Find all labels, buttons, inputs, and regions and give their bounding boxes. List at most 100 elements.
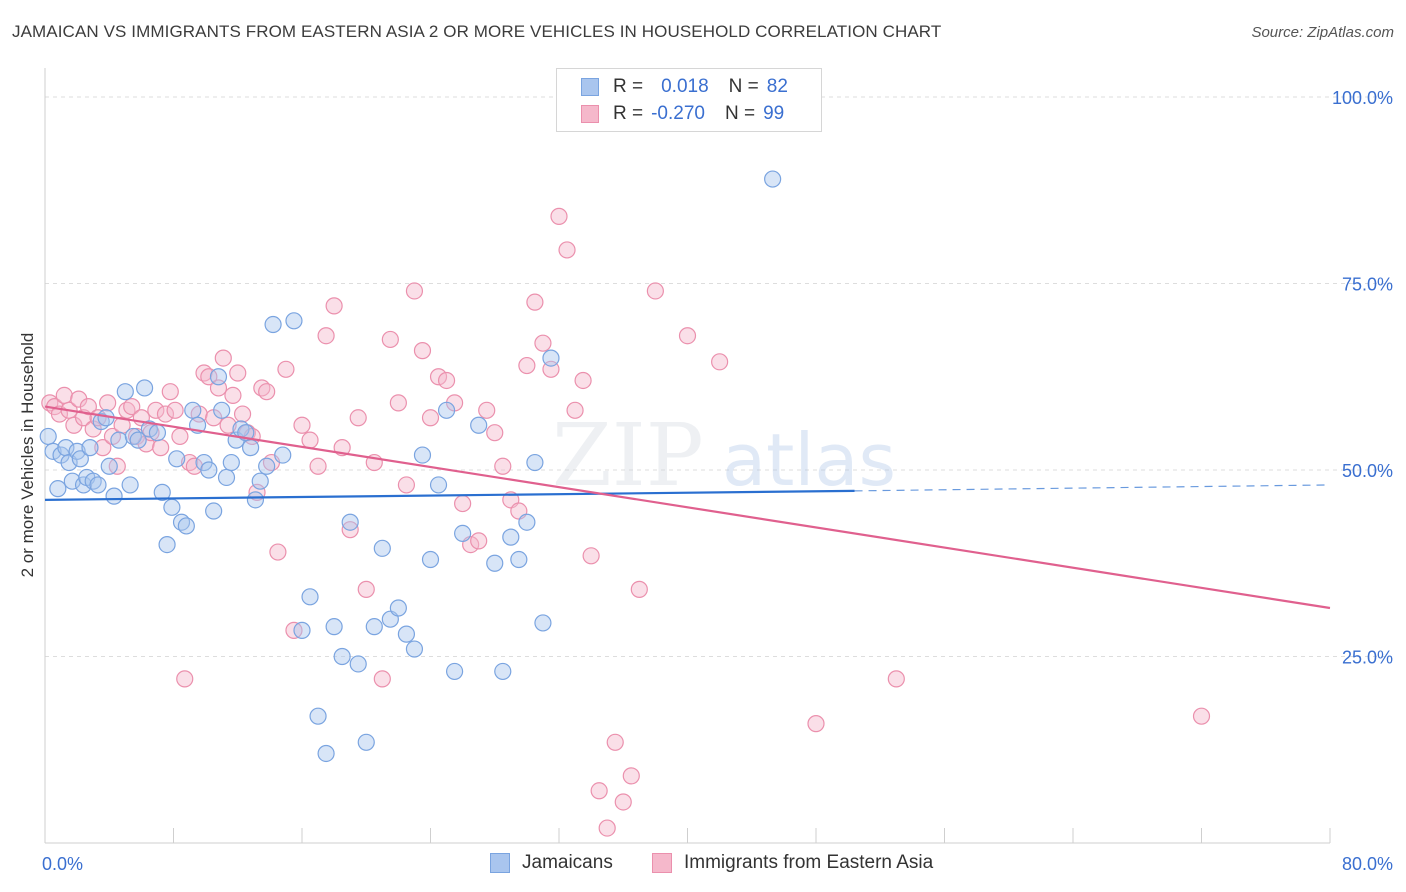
data-point-jamaicans <box>413 446 432 464</box>
data-point-jamaicans <box>258 457 276 475</box>
data-point-jamaicans <box>486 554 504 572</box>
data-point-immigrants <box>325 297 343 315</box>
data-point-jamaicans <box>140 420 159 438</box>
data-point-immigrants <box>566 401 584 419</box>
data-point-immigrants <box>478 401 496 419</box>
data-point-immigrants <box>405 282 424 300</box>
chart-title: JAMAICAN VS IMMIGRANTS FROM EASTERN ASIA… <box>12 22 942 41</box>
data-point-jamaicans <box>389 599 407 617</box>
data-point-jamaicans <box>445 662 464 681</box>
data-point-jamaicans <box>49 480 67 498</box>
data-point-immigrants <box>309 457 327 475</box>
watermark-atlas: atlas <box>722 418 896 502</box>
blue-swatch-icon <box>490 853 510 873</box>
x-tick-label: 0.0% <box>42 854 83 874</box>
data-point-jamaicans <box>158 535 176 554</box>
data-point-immigrants <box>277 360 295 378</box>
data-point-jamaicans <box>421 550 440 569</box>
r-label: R = <box>613 103 644 124</box>
data-point-immigrants <box>317 327 335 345</box>
data-point-jamaicans <box>246 491 265 509</box>
data-point-jamaicans <box>510 550 528 569</box>
y-axis-label: 2 or more Vehicles in Household <box>18 332 37 578</box>
data-point-immigrants <box>486 424 504 442</box>
data-point-immigrants <box>229 364 247 382</box>
data-point-jamaicans <box>44 442 62 460</box>
data-point-jamaicans <box>100 457 118 475</box>
data-point-jamaicans <box>309 707 327 725</box>
legend-item-immigrants: Immigrants from Eastern Asia <box>652 852 933 874</box>
data-point-immigrants <box>55 386 73 404</box>
data-point-immigrants <box>807 715 825 733</box>
legend-label: Jamaicans <box>522 852 613 873</box>
data-point-immigrants <box>166 401 184 419</box>
data-point-jamaicans <box>518 513 536 531</box>
y-tick-label: 25.0% <box>1342 648 1393 668</box>
data-point-jamaicans <box>405 640 424 658</box>
data-point-immigrants <box>233 405 252 423</box>
data-point-jamaicans <box>121 476 139 494</box>
n-value: 99 <box>763 103 785 124</box>
data-point-jamaicans <box>105 487 123 505</box>
stats-box: R = 0.018 N = 82 R = -0.270 N = 99 <box>556 68 822 132</box>
data-point-immigrants <box>494 457 512 475</box>
y-tick-label: 100.0% <box>1332 88 1393 108</box>
stats-row-jamaicans: R = 0.018 N = 82 <box>581 75 788 99</box>
data-point-immigrants <box>421 409 440 427</box>
data-point-jamaicans <box>526 453 544 472</box>
data-point-immigrants <box>161 383 179 401</box>
data-point-jamaicans <box>285 312 303 330</box>
data-point-jamaicans <box>373 539 391 557</box>
data-point-immigrants <box>470 532 488 550</box>
r-label: R = <box>613 76 644 97</box>
data-point-jamaicans <box>135 379 154 397</box>
data-point-immigrants <box>558 241 576 259</box>
data-point-immigrants <box>454 494 472 513</box>
data-point-jamaicans <box>148 424 167 442</box>
data-point-immigrants <box>147 401 165 419</box>
n-value: 82 <box>766 76 788 97</box>
data-point-immigrants <box>630 580 648 598</box>
pink-swatch-icon <box>652 853 672 873</box>
data-point-immigrants <box>887 670 905 688</box>
data-point-jamaicans <box>129 431 147 449</box>
blue-swatch-icon <box>581 78 599 96</box>
data-point-jamaicans <box>251 472 269 490</box>
data-point-immigrants <box>99 394 117 412</box>
data-point-immigrants <box>534 334 552 352</box>
data-point-immigrants <box>357 580 375 598</box>
data-point-jamaicans <box>397 625 416 643</box>
x-tick-label: 80.0% <box>1342 854 1393 874</box>
trend-line-jamaicans <box>44 489 855 501</box>
data-point-jamaicans <box>177 517 195 535</box>
data-point-immigrants <box>224 386 242 404</box>
data-point-jamaicans <box>213 401 231 419</box>
trend-extension-jamaicans <box>854 484 1331 492</box>
data-point-jamaicans <box>502 528 520 546</box>
data-point-immigrants <box>614 793 632 811</box>
data-point-immigrants <box>646 282 664 300</box>
data-point-immigrants <box>79 397 97 416</box>
data-point-jamaicans <box>341 513 359 531</box>
data-point-immigrants <box>123 397 141 416</box>
data-point-immigrants <box>574 371 592 390</box>
y-tick-label: 50.0% <box>1342 461 1393 481</box>
data-point-jamaicans <box>168 450 186 468</box>
data-point-immigrants <box>214 349 232 367</box>
data-point-immigrants <box>678 327 697 345</box>
data-point-immigrants <box>711 353 729 371</box>
data-point-immigrants <box>94 439 112 457</box>
data-point-jamaicans <box>357 733 375 751</box>
data-point-immigrants <box>349 409 367 427</box>
n-label: N = <box>728 76 759 97</box>
data-point-jamaicans <box>264 315 282 334</box>
data-point-jamaicans <box>222 453 240 472</box>
series-jamaicans <box>39 170 782 763</box>
data-point-immigrants <box>301 431 319 449</box>
data-point-immigrants <box>413 342 432 360</box>
data-point-jamaicans <box>437 401 456 419</box>
data-point-jamaicans <box>293 621 311 639</box>
data-point-immigrants <box>258 383 276 401</box>
data-point-jamaicans <box>110 431 128 449</box>
